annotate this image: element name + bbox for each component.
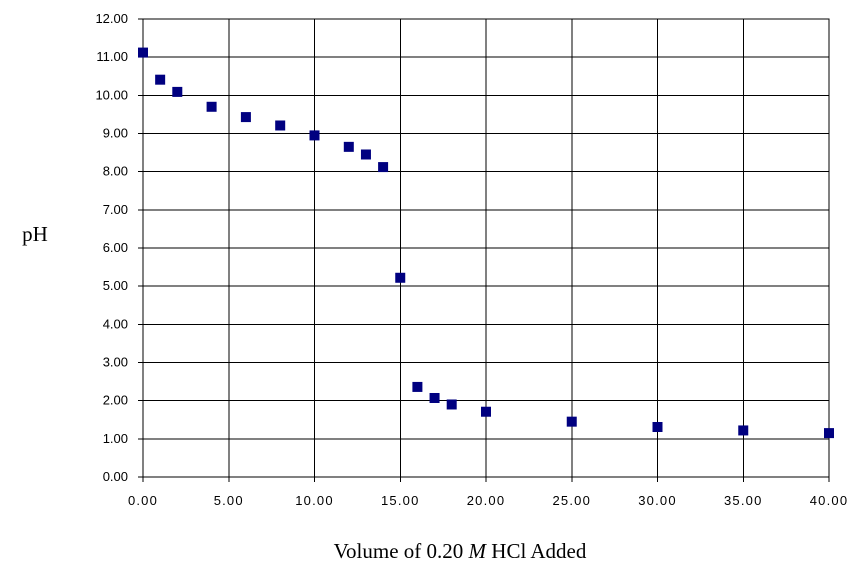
data-point [378, 162, 389, 173]
data-points [138, 47, 834, 439]
data-point [395, 272, 406, 283]
data-point [155, 74, 166, 85]
x-axis-title: Volume of 0.20 M HCl Added [334, 539, 587, 563]
data-point [738, 425, 749, 436]
x-tick-label: 30.00 [638, 493, 677, 508]
y-tick-label: 5.00 [103, 278, 128, 293]
x-tick-label: 25.00 [552, 493, 591, 508]
data-point [343, 141, 354, 152]
grid-lines [138, 18, 830, 482]
y-tick-label: 10.00 [95, 87, 128, 102]
y-tick-labels: 0.00 1.00 2.00 3.00 4.00 5.00 6.00 7.00 8.00 9.00… [95, 11, 128, 484]
y-tick-label: 3.00 [103, 355, 128, 370]
data-point [824, 428, 834, 439]
x-axis-title-part-2: HCl Added [486, 539, 587, 563]
x-axis-title-part-1: Volume of 0.20 [334, 539, 469, 563]
data-point [360, 149, 371, 160]
x-tick-labels: 0.00 5.00 10.00 15.00 20.00 25.00 30.00 35.00 40… [128, 493, 849, 508]
y-tick-label: 6.00 [103, 240, 128, 255]
y-axis-title: pH [22, 222, 48, 246]
y-tick-label: 1.00 [103, 431, 128, 446]
x-tick-label: 40.00 [810, 493, 849, 508]
data-point [309, 130, 320, 141]
y-tick-label: 7.00 [103, 202, 128, 217]
data-point [429, 392, 440, 403]
x-tick-label: 35.00 [724, 493, 763, 508]
y-tick-label: 4.00 [103, 316, 128, 331]
data-point [481, 406, 491, 417]
data-point [652, 422, 663, 433]
data-point [138, 47, 148, 58]
data-point [275, 120, 286, 131]
plot-border [142, 18, 830, 478]
y-tick-label: 8.00 [103, 164, 128, 179]
x-tick-label: 15.00 [381, 493, 420, 508]
data-point [206, 101, 217, 112]
data-point [172, 86, 183, 97]
x-tick-label: 5.00 [214, 493, 244, 508]
y-tick-label: 9.00 [103, 126, 128, 141]
x-tick-label: 10.00 [295, 493, 334, 508]
data-point [446, 399, 457, 410]
y-tick-label: 12.00 [95, 11, 128, 26]
data-point [240, 112, 251, 123]
y-tick-label: 2.00 [103, 393, 128, 408]
x-tick-label: 20.00 [467, 493, 506, 508]
y-tick-label: 11.00 [96, 49, 128, 64]
y-tick-label: 0.00 [103, 469, 128, 484]
x-tick-label: 0.00 [128, 493, 158, 508]
x-axis-title-unit-italic: M [468, 539, 488, 563]
data-point [412, 381, 423, 392]
data-point [566, 416, 577, 427]
